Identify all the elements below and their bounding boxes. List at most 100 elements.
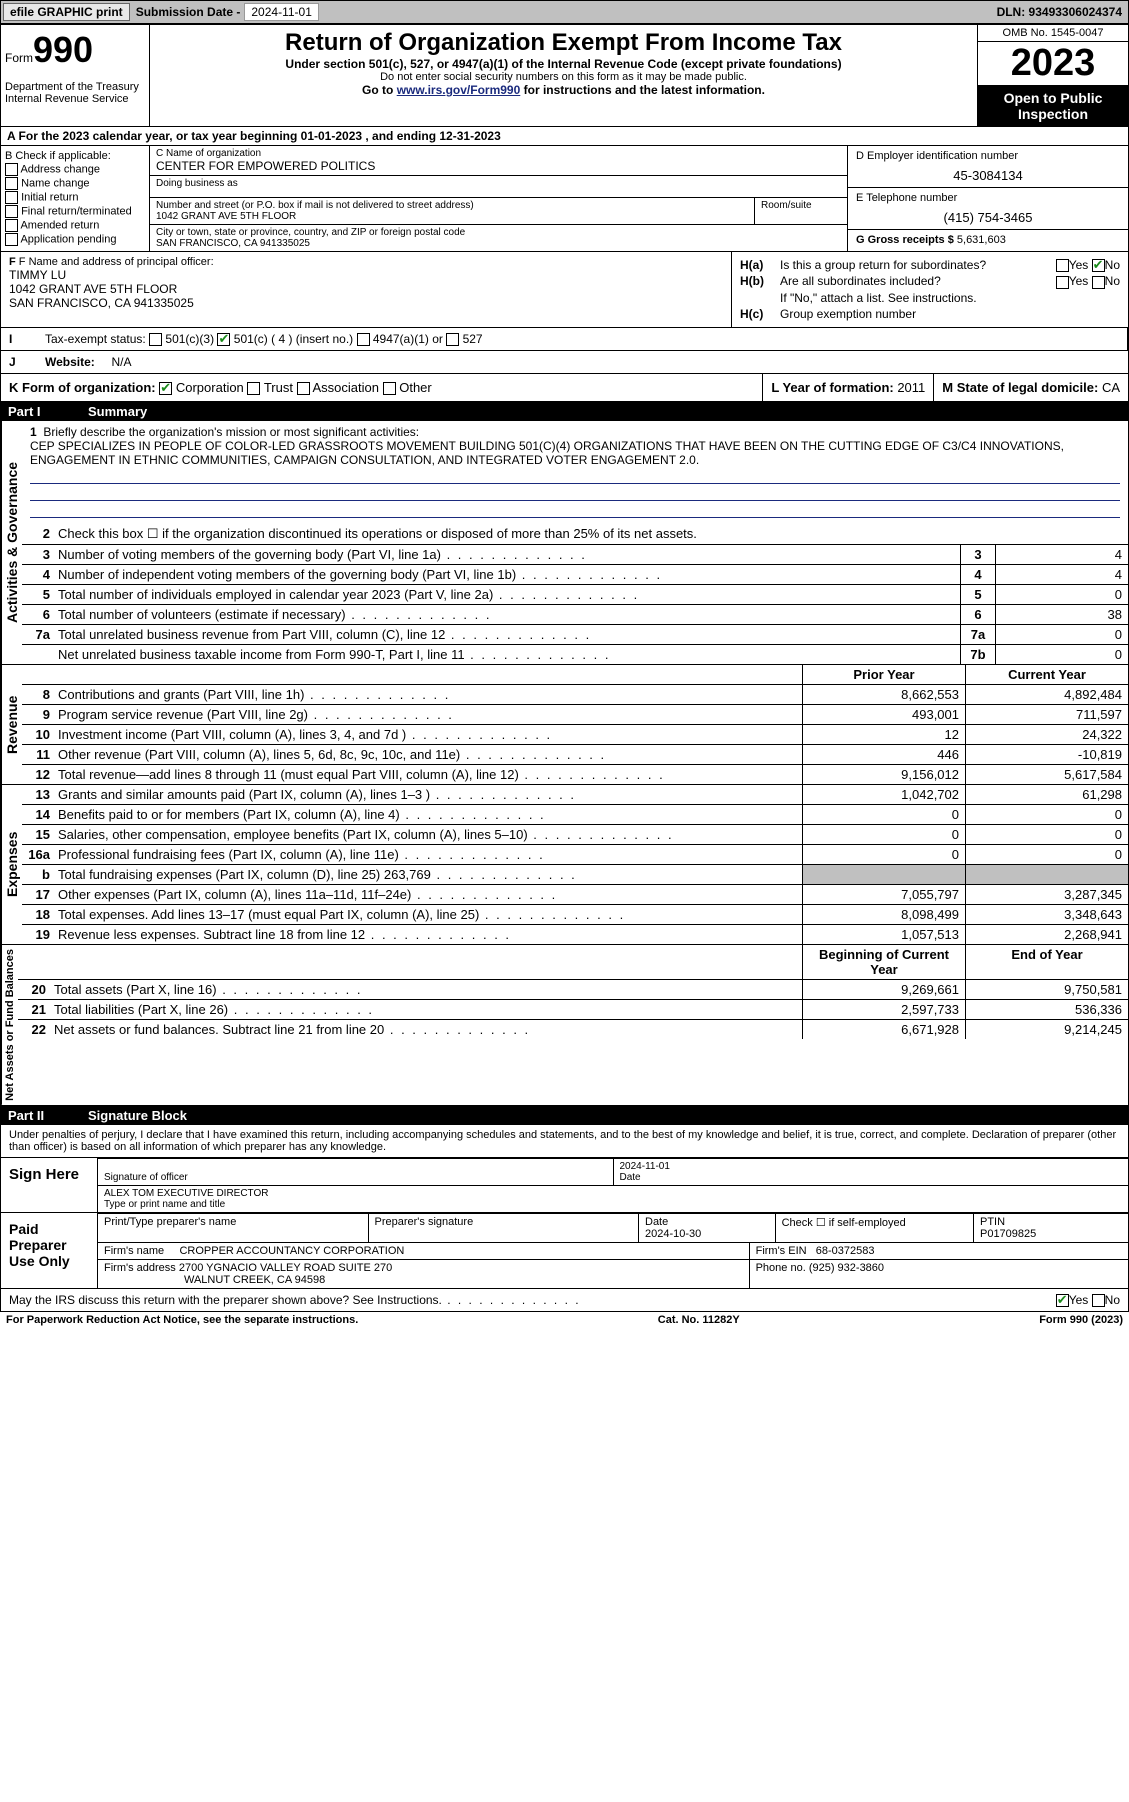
dba-box: Doing business as (149, 176, 847, 198)
curr-21: 536,336 (965, 1000, 1128, 1019)
form-subtitle: Under section 501(c), 527, or 4947(a)(1)… (154, 57, 973, 71)
irs-link[interactable]: www.irs.gov/Form990 (397, 83, 521, 97)
line-18: Total expenses. Add lines 13–17 (must eq… (54, 905, 802, 924)
dept-treasury: Department of the Treasury Internal Reve… (5, 81, 145, 105)
preparer-name-label: Print/Type preparer's name (98, 1213, 369, 1242)
line-4: Number of independent voting members of … (54, 565, 960, 584)
sign-here-label: Sign Here (1, 1158, 98, 1212)
curr-20: 9,750,581 (965, 980, 1128, 999)
prior-20: 9,269,661 (802, 980, 965, 999)
sign-date: 2024-11-01Date (614, 1159, 1129, 1185)
line-3: Number of voting members of the governin… (54, 545, 960, 564)
val-6: 38 (995, 605, 1128, 624)
curr-b (965, 865, 1128, 884)
prior-19: 1,057,513 (802, 925, 965, 944)
form-header: Form990 Department of the Treasury Inter… (0, 24, 1129, 127)
row-a-tax-year: A For the 2023 calendar year, or tax yea… (0, 127, 1129, 146)
line-13: Grants and similar amounts paid (Part IX… (54, 785, 802, 804)
form-of-org: K Form of organization: Corporation Trus… (1, 374, 762, 401)
curr-10: 24,322 (965, 725, 1128, 744)
curr-11: -10,819 (965, 745, 1128, 764)
preparer-sig-label: Preparer's signature (369, 1213, 640, 1242)
curr-9: 711,597 (965, 705, 1128, 724)
line-20: Total assets (Part X, line 16) (50, 980, 802, 999)
telephone-box: E Telephone number (415) 754-3465 (848, 188, 1128, 230)
side-revenue: Revenue (1, 665, 22, 784)
prior-10: 12 (802, 725, 965, 744)
line-9: Program service revenue (Part VIII, line… (54, 705, 802, 724)
prior-13: 1,042,702 (802, 785, 965, 804)
line-11: Other revenue (Part VIII, column (A), li… (54, 745, 802, 764)
line-15: Salaries, other compensation, employee b… (54, 825, 802, 844)
preparer-date: Date2024-10-30 (639, 1213, 776, 1242)
topbar: efile GRAPHIC print Submission Date - 20… (0, 0, 1129, 24)
curr-12: 5,617,584 (965, 765, 1128, 784)
side-expenses: Expenses (1, 785, 22, 944)
perjury-statement: Under penalties of perjury, I declare th… (1, 1125, 1128, 1157)
goto-line: Go to www.irs.gov/Form990 for instructio… (154, 83, 973, 97)
efile-print-button[interactable]: efile GRAPHIC print (3, 3, 130, 21)
line-21: Total liabilities (Part X, line 26) (50, 1000, 802, 1019)
firm-address: Firm's address 2700 YGNACIO VALLEY ROAD … (98, 1259, 750, 1288)
prior-12: 9,156,012 (802, 765, 965, 784)
prior-15: 0 (802, 825, 965, 844)
submission-date: 2024-11-01 (244, 3, 319, 21)
curr-8: 4,892,484 (965, 685, 1128, 704)
line-b: Total fundraising expenses (Part IX, col… (54, 865, 802, 884)
line-12: Total revenue—add lines 8 through 11 (mu… (54, 765, 802, 784)
room-suite: Room/suite (754, 198, 847, 225)
val-5: 0 (995, 585, 1128, 604)
firm-ein: Firm's EIN 68-0372583 (750, 1242, 1128, 1259)
val-4: 4 (995, 565, 1128, 584)
line-10: Investment income (Part VIII, column (A)… (54, 725, 802, 744)
page-footer: For Paperwork Reduction Act Notice, see … (0, 1312, 1129, 1328)
hdr-prior-year: Prior Year (802, 665, 965, 684)
side-governance: Activities & Governance (1, 421, 22, 664)
org-name-box: C Name of organization CENTER FOR EMPOWE… (149, 146, 847, 176)
principal-officer: F F Name and address of principal office… (1, 252, 732, 327)
form-number: Form990 (5, 29, 145, 71)
line-22: Net assets or fund balances. Subtract li… (50, 1020, 802, 1039)
val-3: 4 (995, 545, 1128, 564)
curr-17: 3,287,345 (965, 885, 1128, 904)
line-5: Total number of individuals employed in … (54, 585, 960, 604)
paid-preparer-label: Paid Preparer Use Only (1, 1213, 98, 1288)
prior-21: 2,597,733 (802, 1000, 965, 1019)
line-16a: Professional fundraising fees (Part IX, … (54, 845, 802, 864)
street-address: Number and street (or P.O. box if mail i… (149, 198, 754, 225)
prior-b (802, 865, 965, 884)
line-19: Revenue less expenses. Subtract line 18 … (54, 925, 802, 944)
line-6: Total number of volunteers (estimate if … (54, 605, 960, 624)
prior-8: 8,662,553 (802, 685, 965, 704)
open-inspection: Open to Public Inspection (978, 86, 1128, 126)
officer-name: ALEX TOM EXECUTIVE DIRECTORType or print… (98, 1186, 1128, 1212)
val-7b: 0 (995, 645, 1128, 664)
curr-19: 2,268,941 (965, 925, 1128, 944)
part2-header: Part IISignature Block (0, 1106, 1129, 1125)
discuss-row: May the IRS discuss this return with the… (1, 1288, 1128, 1311)
city-state-zip: City or town, state or province, country… (149, 225, 847, 251)
prior-22: 6,671,928 (802, 1020, 965, 1039)
dln: DLN: 93493306024374 (991, 5, 1128, 19)
firm-phone: Phone no. (925) 932-3860 (750, 1259, 1128, 1288)
tax-year: 2023 (978, 42, 1128, 86)
mission-block: 1 Briefly describe the organization's mi… (22, 421, 1128, 524)
line-8: Contributions and grants (Part VIII, lin… (54, 685, 802, 704)
line-14: Benefits paid to or for members (Part IX… (54, 805, 802, 824)
val-7a: 0 (995, 625, 1128, 644)
hdr-current-year: Current Year (965, 665, 1128, 684)
col-b-checkboxes: B Check if applicable: Address change Na… (1, 146, 149, 251)
curr-13: 61,298 (965, 785, 1128, 804)
curr-16a: 0 (965, 845, 1128, 864)
line-7a: Total unrelated business revenue from Pa… (54, 625, 960, 644)
submission-date-label: Submission Date - (132, 5, 245, 19)
website: Website: N/A (37, 351, 139, 373)
firm-name: Firm's name CROPPER ACCOUNTANCY CORPORAT… (98, 1242, 750, 1259)
curr-15: 0 (965, 825, 1128, 844)
prior-11: 446 (802, 745, 965, 764)
prior-17: 7,055,797 (802, 885, 965, 904)
line-17: Other expenses (Part IX, column (A), lin… (54, 885, 802, 904)
omb-number: OMB No. 1545-0047 (978, 25, 1128, 42)
prior-14: 0 (802, 805, 965, 824)
line-7b: Net unrelated business taxable income fr… (54, 645, 960, 664)
